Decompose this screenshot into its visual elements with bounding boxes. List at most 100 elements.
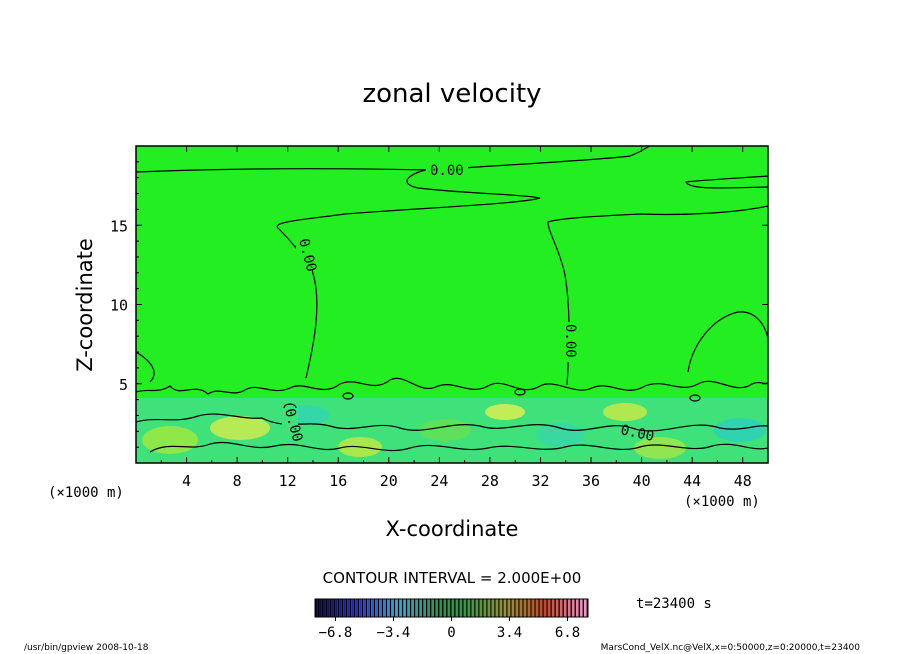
contour-label: 0.00 <box>562 324 578 358</box>
colorbar-cell <box>387 599 390 617</box>
x-tick-label: 48 <box>734 472 752 490</box>
colorbar-gap <box>582 599 584 617</box>
chart-title: zonal velocity <box>362 79 541 109</box>
x-tick-label: 12 <box>279 472 297 490</box>
contour-line <box>276 169 541 379</box>
colorbar-cell <box>555 599 559 617</box>
colorbar-cell <box>355 599 358 617</box>
colorbar-cell <box>523 599 527 617</box>
colorbar-cell <box>535 599 539 617</box>
colorbar-cell <box>363 599 366 617</box>
colorbar-cell <box>559 599 563 617</box>
colorbar-gap <box>490 599 492 617</box>
contour-line <box>514 388 526 396</box>
contour-line <box>687 311 768 373</box>
x-tick-label: 28 <box>481 472 499 490</box>
colorbar-cell <box>519 599 523 617</box>
colorbar-gap <box>389 599 392 617</box>
colorbar-gap <box>574 599 576 617</box>
x-tick-label: 20 <box>380 472 398 490</box>
colorbar-gap <box>365 599 368 617</box>
colorbar-gap <box>434 599 436 617</box>
x-axis: 4 8 12 16 20 24 28 32 36 40 44 48 <box>160 146 752 490</box>
colorbar-gap <box>458 599 460 617</box>
colorbar-cell <box>491 599 495 617</box>
colorbar-tick-label: 6.8 <box>555 625 580 641</box>
colorbar-cell <box>403 599 406 617</box>
colorbar-cell <box>567 599 571 617</box>
contour-line <box>685 175 768 189</box>
colorbar-cell <box>539 599 543 617</box>
colorbar-tick-label: 0 <box>447 625 455 641</box>
x-tick-label: 40 <box>633 472 651 490</box>
colorbar-cell <box>399 599 402 617</box>
colorbar-gap <box>442 599 444 617</box>
colorbar-cell <box>331 599 334 617</box>
x-tick-label: 16 <box>329 472 347 490</box>
colorbar-cell <box>383 599 386 617</box>
colorbar-gap <box>385 599 388 617</box>
colorbar-gap <box>357 599 360 617</box>
colorbar-gap <box>409 599 412 617</box>
contour-interval-text: CONTOUR INTERVAL = 2.000E+00 <box>323 569 582 587</box>
colorbar-cell <box>571 599 575 617</box>
colorbar-cell <box>503 599 507 617</box>
colorbar-cell <box>407 599 410 617</box>
x-tick-label: 36 <box>582 472 600 490</box>
colorbar-cell <box>339 599 342 617</box>
colorbar-gap <box>550 599 552 617</box>
contour-line <box>342 392 354 400</box>
colorbar-cell <box>427 599 431 617</box>
colorbar-gap <box>405 599 408 617</box>
contour-label: 0.00 <box>430 163 464 179</box>
colorbar-cell <box>455 599 459 617</box>
colorbar-cell <box>443 599 447 617</box>
colorbar-cell <box>379 599 382 617</box>
colorbar-gap <box>430 599 432 617</box>
colorbar-cell <box>423 599 427 617</box>
colorbar-gap <box>530 599 532 617</box>
colorbar-cell <box>371 599 374 617</box>
colorbar-cell <box>327 599 330 617</box>
colorbar-gap <box>417 599 420 617</box>
colorbar-gap <box>462 599 464 617</box>
colorbar-gap <box>353 599 356 617</box>
contour-line <box>149 441 768 453</box>
colorbar-gap <box>534 599 536 617</box>
contour-line <box>136 351 155 383</box>
colorbar-gap <box>317 599 320 617</box>
colorbar-cell <box>419 599 422 617</box>
colorbar-gap <box>438 599 440 617</box>
colorbar-cell <box>439 599 443 617</box>
contour-label: 0.00 <box>619 422 655 445</box>
colorbar-cell <box>367 599 370 617</box>
x-tick-label: 32 <box>531 472 549 490</box>
colorbar-gap <box>494 599 496 617</box>
colorbar-cell <box>531 599 535 617</box>
colorbar-gap <box>542 599 544 617</box>
colorbar-gap <box>329 599 332 617</box>
y-tick-label: 5 <box>119 376 128 394</box>
footer-left: /usr/bin/gpview 2008-10-18 <box>24 643 149 653</box>
colorbar-cell <box>507 599 511 617</box>
colorbar-gap <box>506 599 508 617</box>
colorbar-cell <box>551 599 555 617</box>
colorbar <box>315 599 588 617</box>
colorbar-gap <box>502 599 504 617</box>
x-unit-right: (×1000 m) <box>684 494 760 510</box>
colorbar-cell <box>447 599 451 617</box>
colorbar-gap <box>361 599 364 617</box>
colorbar-cell <box>375 599 378 617</box>
colorbar-gap <box>558 599 560 617</box>
colorbar-gap <box>349 599 352 617</box>
x-tick-label: 44 <box>683 472 701 490</box>
colorbar-gap <box>510 599 512 617</box>
contour-line <box>136 377 768 395</box>
footer-right: MarsCond_VelX.nc@VelX,x=0:50000,z=0:2000… <box>601 643 861 653</box>
colorbar-cell <box>467 599 471 617</box>
colorbar-cell <box>359 599 362 617</box>
colorbar-gap <box>446 599 448 617</box>
x-tick-label: 24 <box>430 472 448 490</box>
colorbar-cell <box>499 599 503 617</box>
colorbar-gap <box>518 599 520 617</box>
